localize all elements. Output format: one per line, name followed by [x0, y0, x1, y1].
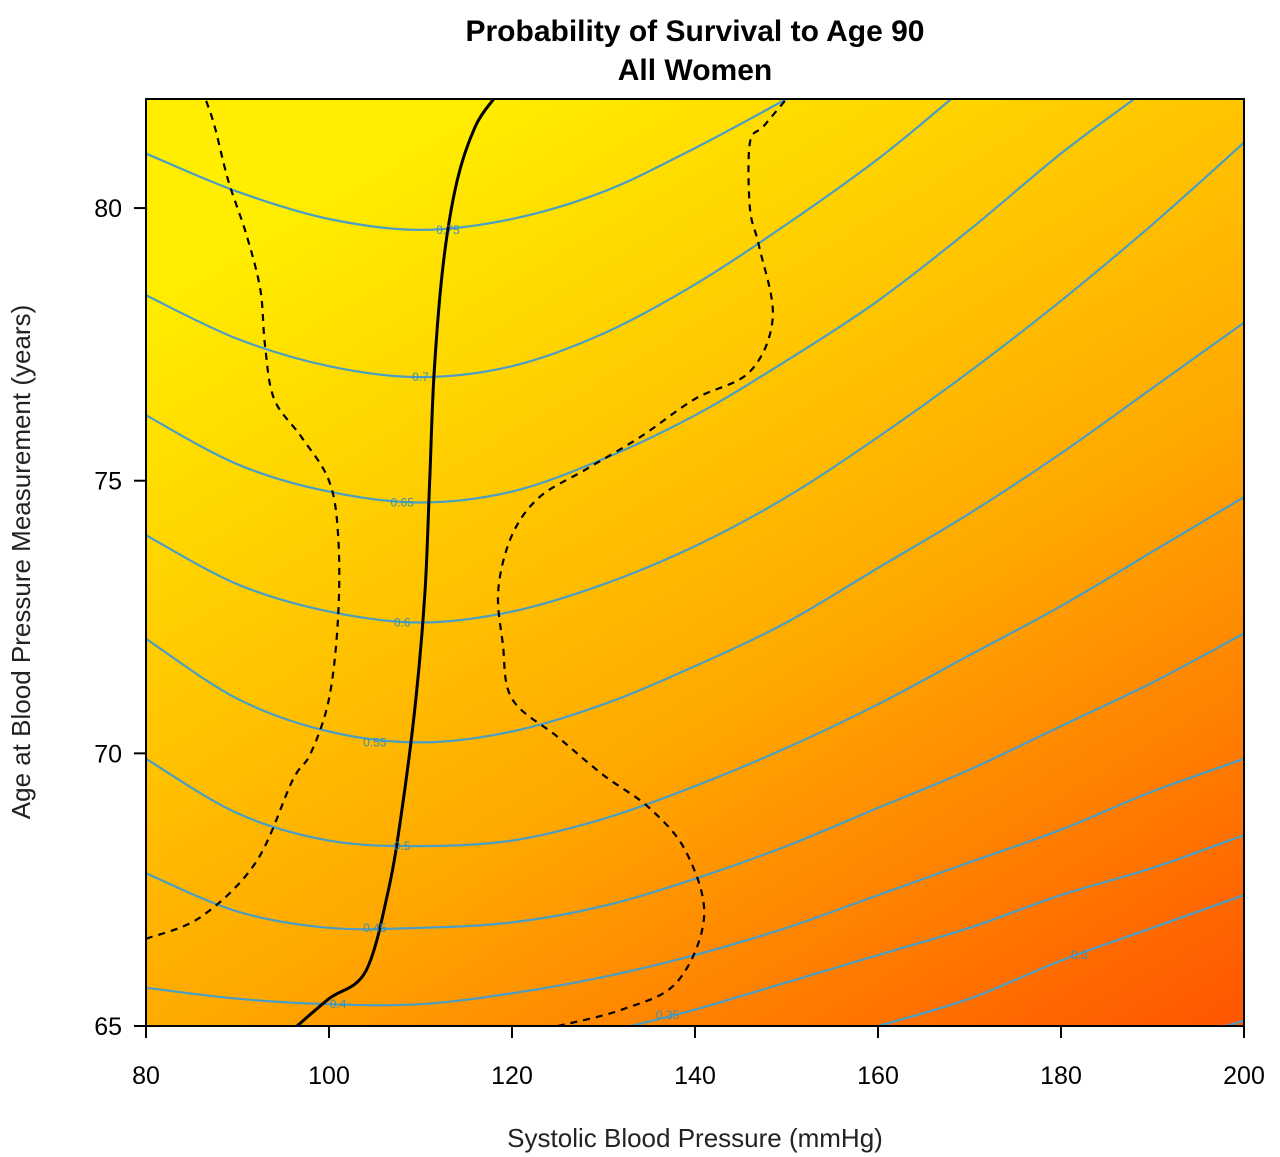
x-tick-label: 100 [308, 1062, 350, 1090]
contour-label-0.45: 0.45 [363, 921, 387, 935]
y-tick-label: 80 [94, 195, 122, 223]
contour-line-0.75 [146, 99, 788, 232]
ci-lower-dashed-line [146, 99, 341, 940]
contour-label-0.6: 0.6 [394, 615, 411, 629]
contour-line-0.3 [877, 894, 1244, 1026]
contour-label-0.55: 0.55 [363, 735, 387, 749]
y-axis-label: Age at Blood Pressure Measurement (years… [6, 305, 36, 819]
contour-label-0.75: 0.75 [436, 223, 460, 237]
ci-upper-dashed-line [496, 99, 788, 1026]
confidence-interval-lines [146, 99, 788, 1026]
x-axis: 80 100 120 140 160 180 200 [132, 1026, 1265, 1090]
contour-line-0.6 [146, 141, 1244, 624]
x-tick-label: 160 [857, 1062, 899, 1090]
plot-background [146, 99, 1244, 1026]
chart-subtitle: All Women [618, 54, 772, 87]
x-tick-label: 180 [1040, 1062, 1082, 1090]
x-tick-label: 80 [132, 1062, 160, 1090]
contour-labels: 0.75 0.7 0.65 0.6 0.55 0.5 0.45 0.4 0.35 0.3 [330, 223, 1088, 1022]
contour-label-0.65: 0.65 [391, 496, 415, 510]
contour-label-0.35: 0.35 [656, 1008, 680, 1022]
x-axis-label: Systolic Blood Pressure (mmHg) [507, 1123, 883, 1153]
optimum-solid-line [296, 99, 495, 1026]
contour-label-0.4: 0.4 [330, 997, 347, 1011]
optimum-line-group [296, 99, 495, 1026]
y-tick-label: 75 [94, 468, 122, 496]
contour-line-0.5 [146, 496, 1244, 848]
x-tick-label: 120 [491, 1062, 533, 1090]
contour-line-0.7 [146, 99, 952, 379]
y-tick-label: 65 [94, 1013, 122, 1041]
y-axis: 65 70 75 80 [94, 195, 146, 1041]
chart-title: Probability of Survival to Age 90 [466, 15, 925, 48]
contour-lines [146, 99, 1244, 1026]
x-tick-label: 140 [674, 1062, 716, 1090]
contour-label-0.7: 0.7 [412, 370, 429, 384]
contour-label-0.3: 0.3 [1071, 948, 1088, 962]
contour-line-0.65 [146, 99, 1135, 504]
contour-line-0.55 [146, 321, 1244, 744]
contour-label-0.5: 0.5 [394, 839, 411, 853]
x-tick-label: 200 [1223, 1062, 1265, 1090]
contour-line-0.4 [146, 757, 1244, 1007]
y-tick-label: 70 [94, 740, 122, 768]
contour-line-0.45 [146, 632, 1244, 931]
contour-line-0.35 [630, 834, 1244, 1026]
